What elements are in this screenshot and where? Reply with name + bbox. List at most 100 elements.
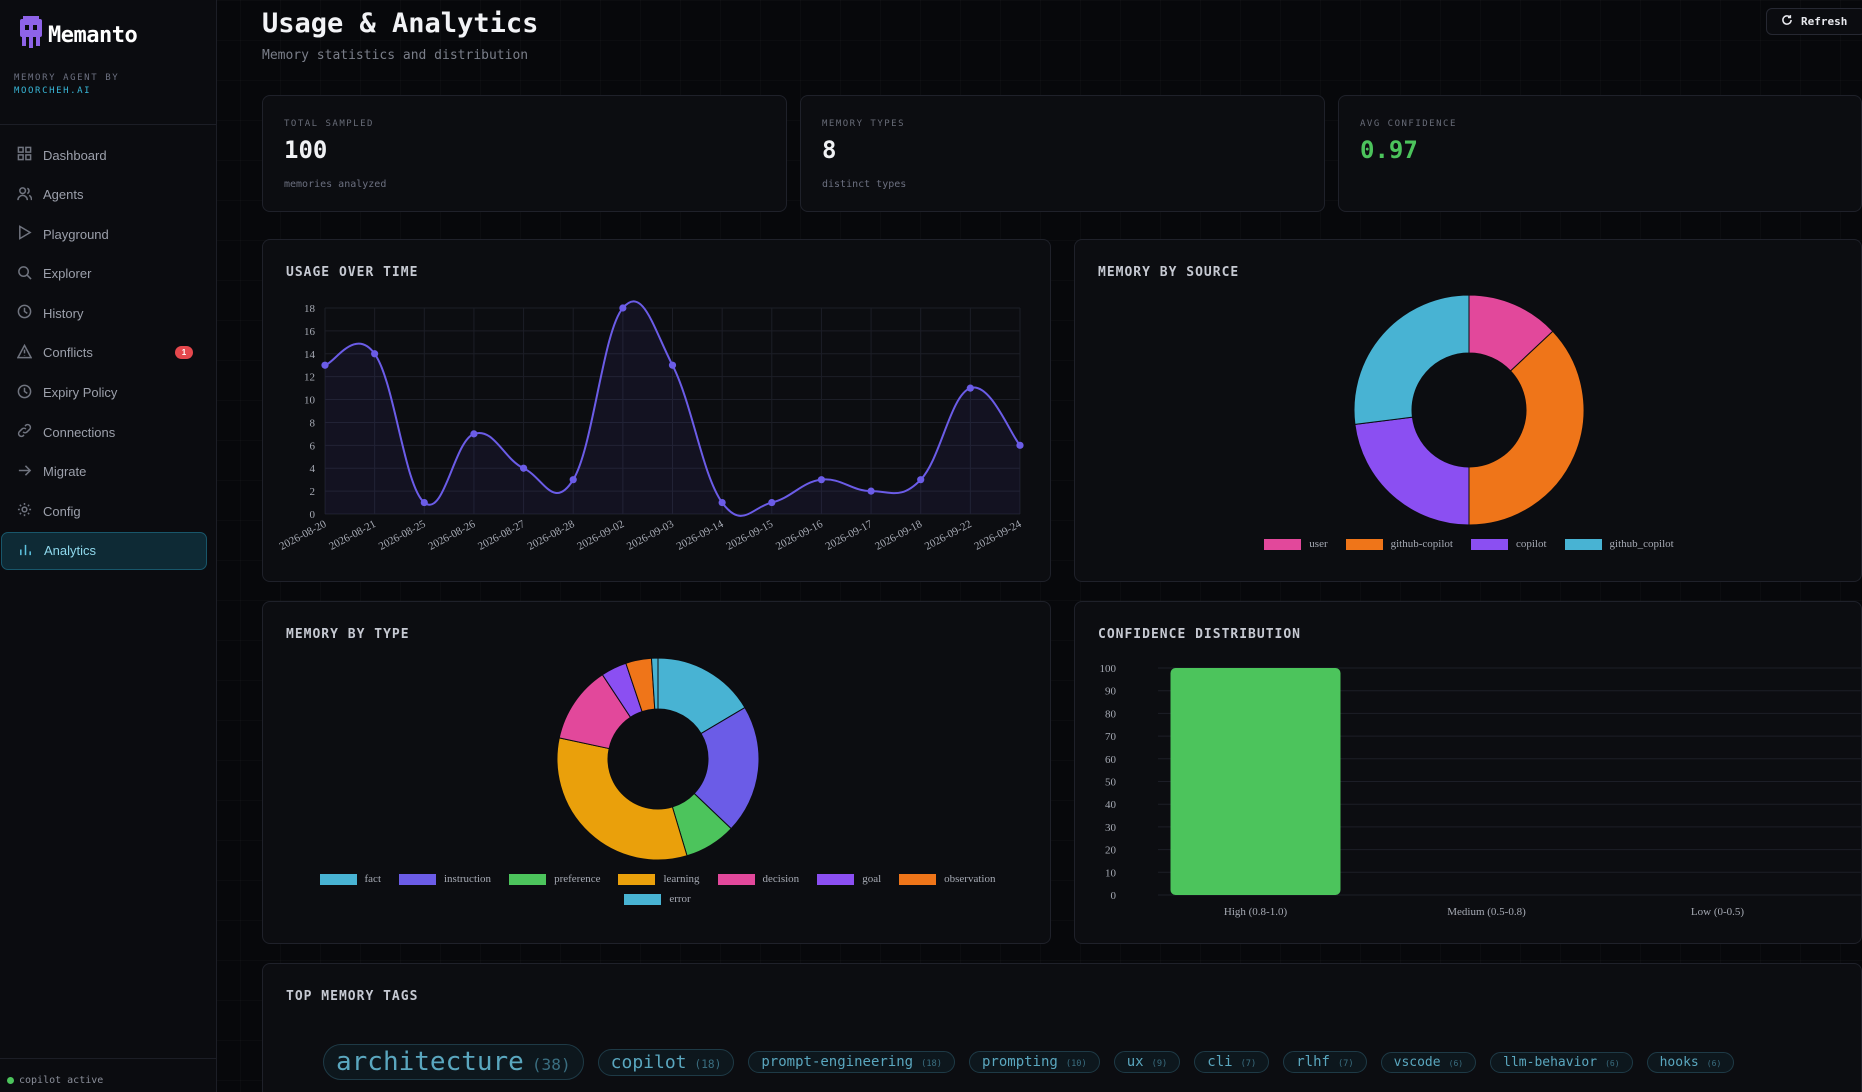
data-point[interactable] — [668, 361, 677, 369]
data-point[interactable] — [321, 361, 329, 369]
stat-value: 8 — [822, 136, 837, 164]
data-point[interactable] — [420, 498, 428, 507]
pie-slice[interactable] — [1468, 330, 1585, 526]
arrow-right-icon — [17, 463, 32, 481]
tag-name: ux — [1126, 1054, 1144, 1070]
stat-card-memory-types: MEMORY TYPES 8 distinct types — [800, 95, 1325, 212]
y-tick-label: 6 — [310, 440, 316, 452]
legend-item[interactable]: error — [624, 893, 691, 905]
legend-item[interactable]: learning — [618, 873, 700, 885]
data-point[interactable] — [519, 464, 528, 472]
tag-count: (6) — [1448, 1058, 1464, 1068]
pie-slice[interactable] — [650, 657, 659, 710]
legend-item[interactable]: github-copilot — [1345, 538, 1453, 550]
data-point[interactable] — [817, 476, 826, 484]
data-point[interactable] — [768, 498, 776, 507]
tag-count: (6) — [1605, 1058, 1620, 1068]
sidebar-item-migrate[interactable]: Migrate — [1, 453, 207, 491]
tag-count: (38) — [531, 1055, 571, 1074]
tag-chip[interactable]: cli (7) — [1194, 1051, 1270, 1073]
divider — [0, 124, 216, 125]
stat-label: AVG CONFIDENCE — [1360, 119, 1457, 129]
y-tick-label: 16 — [304, 326, 316, 338]
legend-item[interactable]: decision — [717, 873, 799, 885]
source-doughnut-chart — [1353, 294, 1585, 526]
y-tick-label: 90 — [1105, 686, 1117, 698]
y-tick-label: 60 — [1105, 754, 1117, 766]
legend-item[interactable]: user — [1264, 538, 1328, 550]
data-point[interactable] — [917, 476, 925, 484]
legend-label: observation — [944, 873, 996, 885]
tag-chip[interactable]: prompting (10) — [968, 1051, 1100, 1073]
legend-item[interactable]: github_copilot — [1564, 538, 1674, 550]
panel-title: MEMORY BY SOURCE — [1098, 265, 1240, 280]
data-point[interactable] — [1016, 441, 1024, 449]
tag-chip[interactable]: rlhf (7) — [1283, 1051, 1367, 1073]
tag-chip[interactable]: vscode (6) — [1380, 1051, 1477, 1073]
tag-name: architecture — [336, 1047, 524, 1077]
legend-swatch — [1264, 538, 1302, 550]
sidebar-item-conflicts[interactable]: Conflicts 1 — [1, 334, 207, 372]
bar[interactable] — [1170, 668, 1341, 895]
legend-swatch — [717, 873, 755, 885]
company-link[interactable]: MOORCHEH.AI — [14, 86, 92, 96]
legend-item[interactable]: goal — [817, 873, 881, 885]
usage-line-chart: 0246810121416182026-08-202026-08-212026-… — [277, 300, 1024, 553]
tag-chip[interactable]: hooks (6) — [1646, 1051, 1735, 1073]
data-point[interactable] — [371, 350, 379, 358]
memory-by-source-panel: MEMORY BY SOURCE user github-copilot copil… — [1074, 239, 1862, 582]
sidebar: Memanto MEMORY AGENT BY MOORCHEH.AI Dash… — [0, 0, 217, 1092]
sidebar-item-playground[interactable]: Playground — [1, 215, 207, 253]
tag-chip[interactable]: ux (9) — [1113, 1051, 1181, 1073]
pie-slice[interactable] — [693, 706, 760, 830]
status-dot — [7, 1077, 14, 1084]
sidebar-item-connections[interactable]: Connections — [1, 413, 207, 451]
sidebar-item-config[interactable]: Config — [1, 492, 207, 530]
data-point[interactable] — [470, 430, 478, 438]
legend-item[interactable]: preference — [509, 873, 600, 885]
pie-slice[interactable] — [1353, 294, 1470, 425]
data-point[interactable] — [619, 304, 627, 312]
tag-count: (18) — [694, 1057, 722, 1071]
sidebar-item-expiry-policy[interactable]: Expiry Policy — [1, 374, 207, 412]
tag-chip[interactable]: copilot (18) — [597, 1048, 735, 1076]
legend-item[interactable]: copilot — [1470, 538, 1547, 550]
tag-chip[interactable]: llm-behavior (6) — [1490, 1051, 1633, 1073]
pie-slice[interactable] — [556, 737, 688, 861]
sidebar-item-label: History — [43, 305, 84, 321]
legend-item[interactable]: observation — [899, 873, 995, 885]
stat-value: 0.97 — [1360, 136, 1418, 164]
x-tick-label: 2026-09-18 — [873, 518, 924, 553]
brand[interactable]: Memanto — [18, 16, 138, 54]
legend-swatch — [509, 873, 547, 885]
sidebar-item-history[interactable]: History — [1, 294, 207, 332]
confidence-distribution-panel: CONFIDENCE DISTRIBUTION 0 10 20 30 40 50 60 70 8… — [1074, 601, 1862, 944]
data-point[interactable] — [718, 498, 726, 507]
legend-swatch — [1345, 538, 1383, 550]
stat-card-avg-confidence: AVG CONFIDENCE 0.97 — [1338, 95, 1862, 212]
play-icon — [17, 225, 32, 243]
tag-chip[interactable]: architecture (38) — [323, 1044, 584, 1080]
data-point[interactable] — [966, 384, 974, 392]
tag-chip[interactable]: prompt-engineering (18) — [748, 1051, 955, 1073]
legend-swatch — [399, 873, 436, 885]
legend-item[interactable]: instruction — [399, 873, 491, 885]
sidebar-item-dashboard[interactable]: Dashboard — [1, 136, 207, 174]
tag-count: (9) — [1151, 1059, 1168, 1069]
data-point[interactable] — [569, 476, 577, 484]
y-tick-label: 4 — [310, 463, 316, 475]
legend-item[interactable]: fact — [319, 873, 381, 885]
series-line — [324, 300, 1021, 517]
stat-caption: distinct types — [822, 179, 907, 190]
refresh-button[interactable]: Refresh — [1766, 8, 1862, 35]
sidebar-nav: Dashboard Agents Playground Explorer His… — [0, 136, 216, 572]
sidebar-item-explorer[interactable]: Explorer — [1, 255, 207, 293]
sidebar-footer: copilot active — [0, 1058, 216, 1092]
pie-slice[interactable] — [1354, 416, 1470, 526]
x-tick-label: High (0.8-1.0) — [1224, 906, 1288, 918]
data-point[interactable] — [867, 487, 875, 495]
sidebar-item-agents[interactable]: Agents — [1, 176, 207, 214]
sidebar-item-analytics[interactable]: Analytics — [1, 531, 207, 570]
warning-icon — [16, 343, 33, 362]
sidebar-item-label: Expiry Policy — [43, 385, 118, 401]
